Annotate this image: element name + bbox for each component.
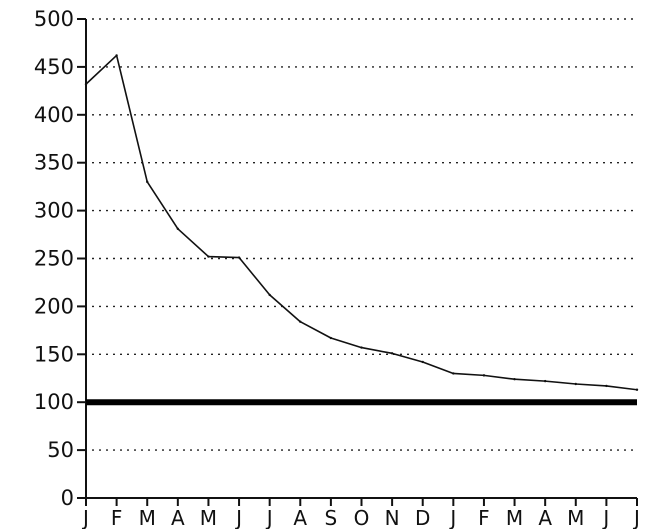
x-tick-label-7: A <box>293 506 307 529</box>
data-point-1 <box>115 54 118 57</box>
data-point-17 <box>605 384 608 388</box>
data-point-7 <box>299 320 302 323</box>
series-line-0 <box>85 54 638 391</box>
grid-lines <box>92 18 637 451</box>
x-tick-label-6: J <box>265 506 273 529</box>
data-point-13 <box>482 374 486 377</box>
x-tick-label-4: M <box>200 506 217 529</box>
x-tick-label-5: J <box>234 506 242 529</box>
x-tick-label-12: J <box>448 506 456 529</box>
data-point-5 <box>237 256 241 259</box>
x-tick-label-18: J <box>632 506 640 529</box>
y-tick-label-500: 500 <box>34 7 74 31</box>
data-point-14 <box>513 378 516 381</box>
x-tick-label-8: S <box>325 506 338 529</box>
x-tick-label-3: A <box>171 506 185 529</box>
x-tick-label-1: F <box>111 506 123 529</box>
y-tick-label-450: 450 <box>34 55 74 79</box>
x-tick-label-14: M <box>506 506 523 529</box>
data-point-9 <box>360 346 363 349</box>
y-tick-label-350: 350 <box>34 151 74 175</box>
y-tick-label-100: 100 <box>34 390 74 414</box>
x-tick-label-2: M <box>139 506 156 529</box>
y-tick-label-300: 300 <box>34 199 74 223</box>
data-point-18 <box>635 388 639 391</box>
data-point-6 <box>268 293 271 297</box>
data-point-10 <box>390 352 394 355</box>
data-point-12 <box>452 372 455 375</box>
x-tick-label-0: J <box>81 506 89 529</box>
y-tick-label-0: 0 <box>61 486 74 510</box>
y-tick-label-400: 400 <box>34 103 74 127</box>
x-tick-label-16: M <box>567 506 584 529</box>
y-tick-label-200: 200 <box>34 294 74 318</box>
y-axis: 0 50 100 150 200 250 300 350 400 450 500 <box>34 7 87 510</box>
data-point-8 <box>329 336 333 340</box>
x-tick-label-10: N <box>385 506 400 529</box>
series-group <box>84 54 639 391</box>
data-point-3 <box>176 227 180 231</box>
data-point-15 <box>543 379 547 383</box>
data-point-4 <box>207 255 210 258</box>
data-point-11 <box>421 360 424 364</box>
x-tick-label-11: D <box>415 506 430 529</box>
data-point-16 <box>574 382 577 386</box>
x-tick-label-9: O <box>354 506 370 529</box>
y-tick-label-250: 250 <box>34 247 74 271</box>
x-tick-label-15: A <box>538 506 552 529</box>
y-tick-label-150: 150 <box>34 342 74 366</box>
data-point-2 <box>146 180 149 184</box>
data-point-0 <box>84 82 88 86</box>
y-tick-label-50: 50 <box>47 438 74 462</box>
x-tick-label-17: J <box>601 506 609 529</box>
x-tick-label-13: F <box>478 506 490 529</box>
